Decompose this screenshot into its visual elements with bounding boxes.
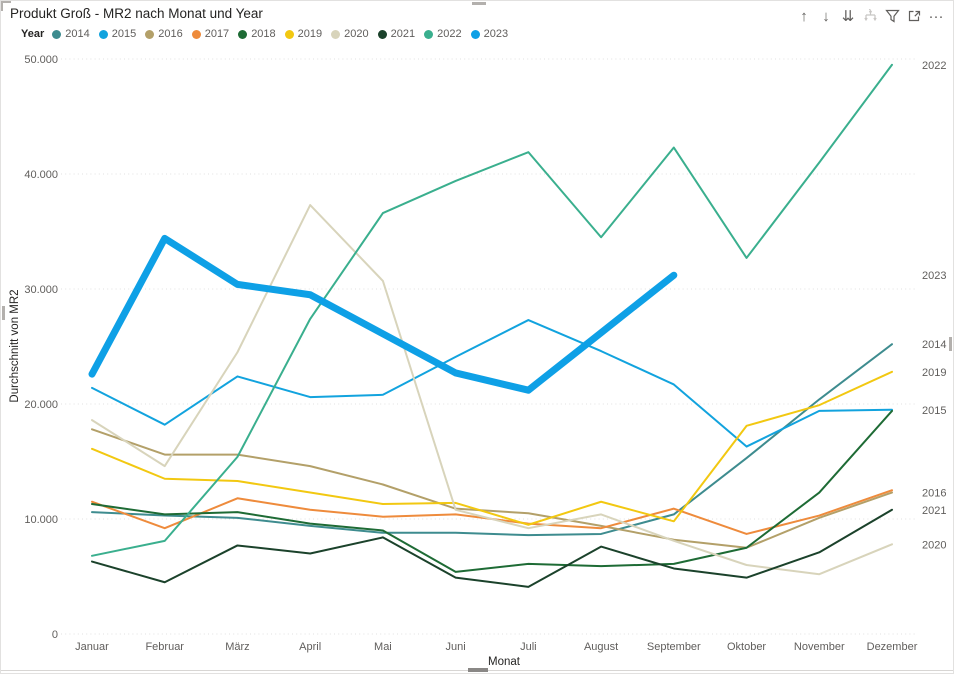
- legend-label: 2016: [158, 28, 183, 40]
- series-end-label-2016: 2016: [922, 488, 946, 500]
- legend-items: 2014 2015 2016 2017 2018 2019 2020 2021 2022 2023: [52, 28, 517, 40]
- y-axis-tick-label: 0: [52, 629, 58, 641]
- x-axis-tick-label: Januar: [75, 641, 109, 653]
- more-options-icon[interactable]: ···: [928, 7, 944, 25]
- legend-item-2020[interactable]: 2020: [331, 28, 369, 40]
- series-end-label-2014: 2014: [922, 339, 946, 351]
- resize-handle-top[interactable]: [472, 2, 486, 5]
- x-axis-tick-label: September: [647, 641, 701, 653]
- legend-item-2022[interactable]: 2022: [424, 28, 462, 40]
- legend-dot: [470, 29, 480, 39]
- legend-dot: [98, 29, 108, 39]
- x-axis-tick-label: April: [299, 641, 321, 653]
- series-end-label-2019: 2019: [922, 367, 946, 379]
- drill-down-icon[interactable]: ↓: [822, 7, 830, 25]
- series-end-label-2015: 2015: [922, 405, 946, 417]
- legend-label: 2023: [483, 28, 509, 40]
- legend-item-2017[interactable]: 2017: [191, 28, 230, 40]
- legend-dot: [284, 29, 294, 39]
- focus-mode-icon[interactable]: [903, 5, 925, 27]
- legend-label: 2015: [111, 28, 137, 40]
- legend-label: 2020: [344, 28, 369, 40]
- legend-dot: [52, 29, 62, 39]
- series-line-2020[interactable]: [91, 204, 893, 576]
- legend-item-2018[interactable]: 2018: [238, 28, 276, 40]
- y-axis-tick-label: 20.000: [24, 399, 58, 411]
- y-axis-tick-label: 30.000: [24, 284, 58, 296]
- x-axis-tick-label: August: [584, 641, 618, 653]
- legend-dot: [191, 29, 201, 39]
- legend-item-2016[interactable]: 2016: [145, 28, 183, 40]
- legend: Year 2014 2015 2016 2017 2018 2019 2020 2021 202…: [21, 28, 517, 40]
- x-axis-tick-label: Oktober: [727, 641, 766, 653]
- legend-item-2015[interactable]: 2015: [98, 28, 137, 40]
- legend-dot: [238, 29, 248, 39]
- legend-item-2021[interactable]: 2021: [377, 28, 416, 40]
- x-axis-tick-label: Juli: [520, 641, 537, 653]
- expand-all-icon[interactable]: [859, 5, 881, 27]
- visual-title: Produkt Groß - MR2 nach Monat und Year: [10, 6, 263, 21]
- legend-item-2019[interactable]: 2019: [284, 28, 323, 40]
- series-line-2016[interactable]: [91, 428, 893, 549]
- resize-handle-left[interactable]: [2, 306, 5, 320]
- legend-label: 2019: [297, 28, 323, 40]
- x-axis-title: Monat: [488, 656, 521, 668]
- x-axis-tick-label: März: [225, 641, 249, 653]
- series-end-label-2022: 2022: [922, 60, 946, 72]
- legend-label: 2014: [65, 28, 90, 40]
- resize-handle-right[interactable]: [949, 337, 952, 351]
- series-line-2021[interactable]: [91, 508, 893, 588]
- legend-label: 2017: [204, 28, 230, 40]
- selection-corner-mark: [1, 1, 11, 11]
- series-line-2022[interactable]: [91, 63, 893, 557]
- legend-dot: [145, 29, 155, 39]
- resize-handle-bottom[interactable]: [468, 668, 488, 672]
- series-line-2015[interactable]: [91, 319, 893, 448]
- legend-label: 2022: [437, 28, 462, 40]
- series-line-2023[interactable]: [88, 234, 678, 394]
- series-end-label-2021: 2021: [922, 505, 946, 517]
- x-axis-tick-label: Dezember: [867, 641, 918, 653]
- x-axis-tick-label: Juni: [446, 641, 466, 653]
- y-axis-title: Durchschnitt von MR2: [9, 289, 21, 402]
- series-line-2014[interactable]: [91, 343, 893, 537]
- series-line-2018[interactable]: [91, 409, 893, 573]
- x-axis-tick-label: November: [794, 641, 845, 653]
- series-end-label-2020: 2020: [922, 539, 946, 551]
- legend-dot: [331, 29, 341, 39]
- x-axis-tick-label: Mai: [374, 641, 392, 653]
- legend-item-2023[interactable]: 2023: [470, 28, 509, 40]
- legend-item-2014[interactable]: 2014: [52, 28, 90, 40]
- legend-dot: [377, 29, 387, 39]
- legend-dot: [424, 29, 434, 39]
- series-line-2019[interactable]: [91, 370, 893, 526]
- legend-label: 2021: [390, 28, 416, 40]
- legend-title: Year: [21, 28, 45, 40]
- visual-header-toolbar: ↑ ↓ ⇊ ···: [793, 5, 947, 27]
- y-axis-tick-label: 40.000: [24, 169, 58, 181]
- y-axis-tick-label: 10.000: [24, 514, 58, 526]
- legend-label: 2018: [251, 28, 276, 40]
- drill-up-icon[interactable]: ↑: [800, 7, 808, 25]
- series-end-label-2023: 2023: [922, 270, 946, 282]
- go-to-next-level-icon[interactable]: ⇊: [841, 8, 855, 25]
- y-axis-tick-label: 50.000: [24, 54, 58, 66]
- filter-icon[interactable]: [881, 5, 903, 27]
- x-axis-tick-label: Februar: [145, 641, 184, 653]
